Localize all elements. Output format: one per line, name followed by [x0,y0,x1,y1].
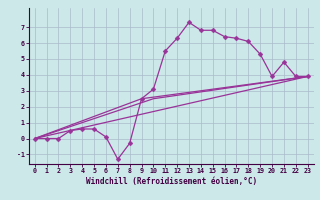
X-axis label: Windchill (Refroidissement éolien,°C): Windchill (Refroidissement éolien,°C) [86,177,257,186]
